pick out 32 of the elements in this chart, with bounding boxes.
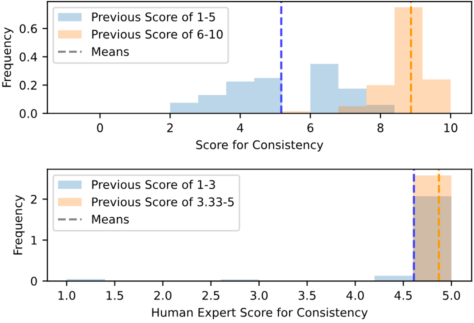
x-tick-label: 4.0 (346, 290, 364, 300)
x-tick-label: 10 (444, 123, 458, 132)
y-tick-label: 0.6 (20, 24, 37, 34)
annotation: Means (92, 47, 129, 56)
x-axis-title: Human Expert Score for Consistency (152, 308, 368, 320)
x-tick-label: 8 (378, 123, 384, 132)
x-tick-label: 4.5 (394, 291, 412, 300)
y-tick-label: 2 (31, 194, 36, 204)
y-tick-label: 0.2 (20, 80, 36, 90)
x-tick-label: 2 (167, 123, 173, 132)
y-tick-label: 1 (31, 236, 37, 245)
x-tick-label: 6 (307, 123, 314, 132)
x-tick-label: 3.5 (298, 290, 316, 300)
legend-label: Previous Score of 1-3 (92, 180, 215, 190)
x-tick-label: 2.0 (154, 290, 172, 300)
y-tick-label: 0.0 (20, 109, 37, 118)
x-tick-label: 1.0 (58, 290, 76, 300)
x-tick-label: 5.0 (442, 290, 460, 300)
x-tick-label: 0 (97, 123, 103, 132)
x-tick-label: 2.5 (202, 290, 220, 300)
y-tick-label: 0 (30, 276, 37, 286)
y-axis-title: Frequency (14, 194, 25, 254)
x-axis-title: Score for Consistency (196, 140, 324, 152)
legend-label: Previous Score of 1-5 (92, 12, 215, 22)
annotation: Means (92, 214, 129, 224)
legend-label: Previous Score of 3.33-5 (92, 197, 234, 206)
y-axis-title: Frequency (2, 27, 14, 87)
x-tick-label: 4 (237, 123, 244, 132)
x-tick-label: 3.0 (250, 290, 268, 300)
legend-label: Previous Score of 6-10 (92, 30, 223, 39)
x-tick-label: 1.5 (106, 291, 124, 300)
y-tick-label: 0.4 (20, 52, 38, 62)
